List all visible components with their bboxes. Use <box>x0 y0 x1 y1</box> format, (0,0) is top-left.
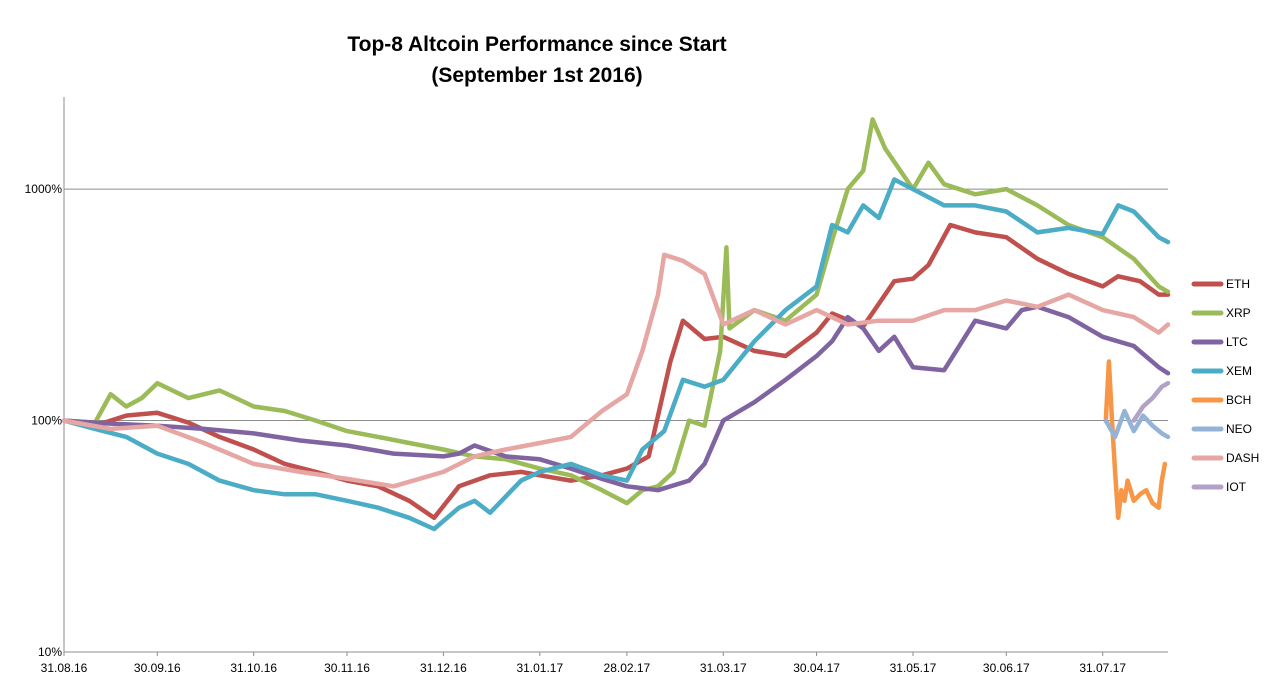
legend-label-ltc: LTC <box>1226 335 1248 349</box>
series-line-xem <box>61 177 1171 532</box>
x-tick-label: 31.07.17 <box>1079 661 1126 675</box>
x-tick-label: 31.01.17 <box>516 661 563 675</box>
legend-label-xrp: XRP <box>1226 306 1251 320</box>
y-tick-label: 10% <box>38 645 62 659</box>
x-tick-label: 30.09.16 <box>134 661 181 675</box>
x-tick-label: 28.02.17 <box>604 661 651 675</box>
series-line-iot <box>1131 380 1171 423</box>
legend-label-iot: IOT <box>1226 480 1247 494</box>
chart-subtitle: (September 1st 2016) <box>431 64 642 87</box>
gridlines <box>64 188 1168 422</box>
y-tick-label: 100% <box>31 414 62 428</box>
legend-label-xem: XEM <box>1226 364 1252 378</box>
axes: 10% 100% 1000% 31.08.16 30.09.16 31.10.16 30.1… <box>25 97 1168 675</box>
series-line-neo <box>1103 408 1171 440</box>
series-line-dash <box>61 252 1171 489</box>
series-lines <box>61 117 1171 532</box>
legend-label-bch: BCH <box>1226 393 1251 407</box>
series-line-ltc <box>61 304 1171 493</box>
x-tick-label: 30.06.17 <box>983 661 1030 675</box>
x-tick-label: 31.10.16 <box>230 661 277 675</box>
x-tick-label: 31.05.17 <box>890 661 937 675</box>
chart-title: Top-8 Altcoin Performance since Start <box>347 33 726 56</box>
legend: ETH XRP LTC XEM BCH NEO DASH IOT <box>1191 277 1259 494</box>
x-tick-label: 31.12.16 <box>420 661 467 675</box>
x-tick-label: 30.04.17 <box>793 661 840 675</box>
x-tick-label: 31.08.16 <box>41 661 88 675</box>
legend-label-dash: DASH <box>1226 451 1259 465</box>
y-tick-label: 1000% <box>25 182 63 196</box>
x-tick-label: 30.11.16 <box>324 661 370 675</box>
legend-label-eth: ETH <box>1226 277 1250 291</box>
x-tick-label: 31.03.17 <box>700 661 747 675</box>
series-line-bch <box>1103 359 1168 521</box>
legend-label-neo: NEO <box>1226 422 1252 436</box>
series-line-xrp <box>61 117 1171 506</box>
series-line-eth <box>61 222 1171 521</box>
